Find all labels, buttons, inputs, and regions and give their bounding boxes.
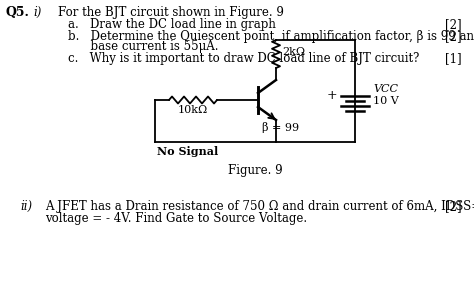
Text: base current is 55μA.: base current is 55μA. (68, 40, 219, 53)
Text: 10 V: 10 V (373, 95, 399, 106)
Text: For the BJT circuit shown in Figure. 9: For the BJT circuit shown in Figure. 9 (58, 6, 284, 19)
Text: i): i) (33, 6, 41, 19)
Text: Figure. 9: Figure. 9 (228, 164, 283, 177)
Text: 10kΩ: 10kΩ (178, 105, 208, 115)
Text: [2]: [2] (446, 200, 462, 213)
Text: [2]: [2] (446, 18, 462, 31)
Text: ii): ii) (20, 200, 32, 213)
Text: 2kΩ: 2kΩ (282, 47, 305, 57)
Text: a.   Draw the DC load line in graph: a. Draw the DC load line in graph (68, 18, 276, 31)
Text: No Signal: No Signal (157, 146, 218, 157)
Text: Q5.: Q5. (6, 6, 30, 19)
Text: voltage = - 4V. Find Gate to Source Voltage.: voltage = - 4V. Find Gate to Source Volt… (45, 212, 307, 225)
Text: +: + (327, 89, 337, 102)
Text: b.   Determine the Quiescent point, if amplification factor, β is 99 and zero si: b. Determine the Quiescent point, if amp… (68, 30, 474, 43)
Text: A JFET has a Drain resistance of 750 Ω and drain current of 6mA, IDSS=8mA, pinch: A JFET has a Drain resistance of 750 Ω a… (45, 200, 474, 213)
Text: β = 99: β = 99 (262, 122, 299, 133)
Text: VCC: VCC (373, 84, 398, 93)
Text: c.   Why is it important to draw DC load line of BJT circuit?: c. Why is it important to draw DC load l… (68, 52, 419, 65)
Text: [2]: [2] (446, 30, 462, 43)
Text: [1]: [1] (446, 52, 462, 65)
